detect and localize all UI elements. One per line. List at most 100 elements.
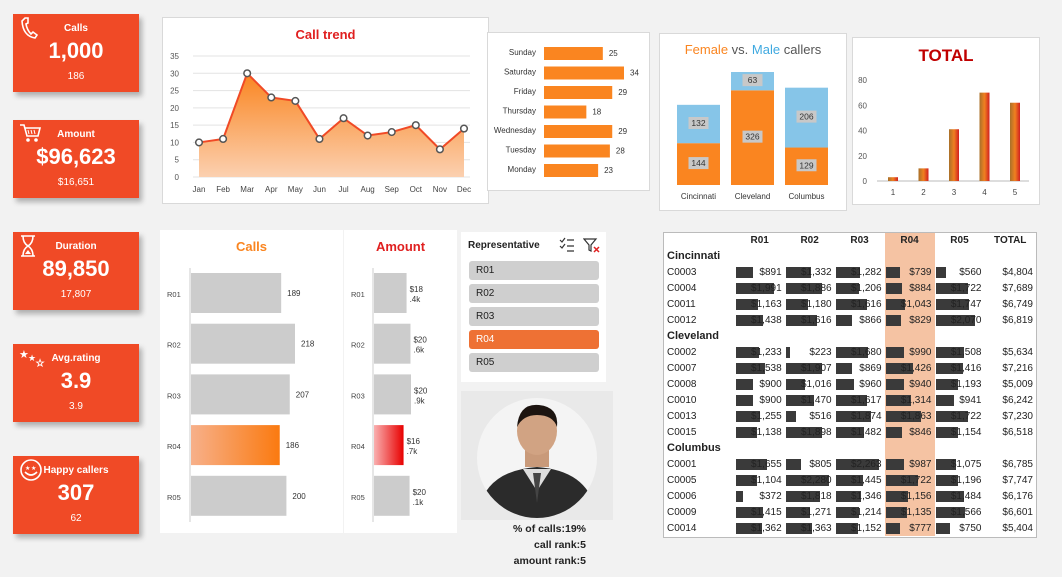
data-bar xyxy=(735,427,758,438)
x-tick-label: May xyxy=(288,185,303,194)
trend-point xyxy=(411,121,420,130)
rep-label: R05 xyxy=(351,493,365,502)
matrix-empty-cell xyxy=(785,440,835,456)
matrix-value-text: $1,233 xyxy=(751,346,782,358)
matrix-value-text: $1,907 xyxy=(801,362,832,374)
data-bar xyxy=(935,363,963,374)
gender-chart: 144 132 Cincinnati 326 63 Cleveland 129 206 Colu… xyxy=(677,72,828,201)
trend-point xyxy=(363,131,372,140)
weekday-bar xyxy=(544,144,610,158)
data-bar xyxy=(935,347,965,358)
matrix-value-text: $1,616 xyxy=(850,298,882,310)
kpi-value: 3.9 xyxy=(60,368,92,393)
label-box xyxy=(796,159,817,172)
calls-value: 207 xyxy=(296,390,310,399)
matrix-value-text: $1,616 xyxy=(801,314,832,326)
matrix-group-row: Cincinnati xyxy=(664,248,1036,264)
matrix-value-cell: $1,655 xyxy=(735,456,785,472)
rep-label: R02 xyxy=(351,341,365,350)
amount-value: .4k xyxy=(410,295,422,304)
matrix-value-cell: $1,538 xyxy=(735,360,785,376)
matrix-value-text: $1,138 xyxy=(751,426,782,438)
slicer-item-r05[interactable]: R05 xyxy=(469,353,599,372)
matrix-value-cell: $1,426 xyxy=(884,360,935,376)
matrix-total-cell: $6,785 xyxy=(1002,458,1033,470)
rep-label: R05 xyxy=(167,493,181,502)
matrix-value-cell: $1,445 xyxy=(835,472,885,488)
table-row: C0010 $900 $1,470 $1,617 $1,314 $941 $6,242 xyxy=(664,392,1036,408)
matrix-value-cell: $1,104 xyxy=(735,472,785,488)
matrix-value-text: $1,863 xyxy=(900,410,932,422)
representative-slicer: Representative R01 R02 R03 R04 R05 xyxy=(461,232,606,382)
slicer-item-r04[interactable]: R04 xyxy=(469,330,599,349)
matrix-total-cell: $6,819 xyxy=(1002,314,1033,326)
matrix-value-text: $1,484 xyxy=(950,490,982,502)
matrix-value-text: $2,280 xyxy=(801,474,832,486)
clear-filter-icon[interactable] xyxy=(583,237,600,253)
matrix-total-cell: $6,518 xyxy=(1002,426,1033,438)
slicer-title: Representative xyxy=(468,240,540,251)
matrix-total-cell: $7,216 xyxy=(1002,362,1033,374)
svg-text:★: ★ xyxy=(31,465,36,472)
matrix-value-text: $1,214 xyxy=(850,506,882,518)
matrix-value-cell: $960 xyxy=(835,376,885,392)
male-value: 206 xyxy=(799,112,813,122)
total-panel: TOTAL 0 20 40 60 80 1 2 3 4 5 xyxy=(852,37,1040,205)
calls-bar xyxy=(191,273,282,313)
label-box xyxy=(688,116,709,129)
calls-rep-chart: R01 189 R02 218 R03 207 R04 186 R05 200 xyxy=(167,268,315,522)
matrix-value-cell: $1,616 xyxy=(785,312,835,328)
matrix-value-text: $2,070 xyxy=(950,314,982,326)
matrix-value-cell: $1,482 xyxy=(835,424,885,440)
matrix-value-text: $987 xyxy=(909,458,932,470)
data-bar xyxy=(935,507,966,518)
x-tick-label: Dec xyxy=(457,185,471,194)
matrix-empty-cell xyxy=(984,328,1036,344)
amount-value: .7k xyxy=(407,447,419,456)
calls-rep-title: Calls xyxy=(235,239,268,254)
data-bar xyxy=(735,411,760,422)
data-bar xyxy=(835,411,872,422)
slicer-item-r03[interactable]: R03 xyxy=(469,307,599,326)
gender-title: Female vs. Male callers xyxy=(660,42,846,57)
rep-label: R02 xyxy=(167,341,181,350)
kpi-value: $96,623 xyxy=(36,144,116,169)
matrix-value-cell: $1,722 xyxy=(935,408,985,424)
smiley-icon: ★ ★ xyxy=(20,459,42,481)
trend-line xyxy=(198,71,465,151)
x-tick-label: Sep xyxy=(385,185,400,194)
y-tick-label: 25 xyxy=(170,87,179,96)
matrix-value-cell: $223 xyxy=(785,344,835,360)
kpi-happy: ★ ★ Happy callers 307 62 xyxy=(13,456,139,534)
slicer-item-r01[interactable]: R01 xyxy=(469,261,599,280)
matrix-value-cell: $1,722 xyxy=(935,280,985,296)
matrix-value-cell: $560 xyxy=(935,264,985,280)
data-bar xyxy=(885,475,919,486)
matrix-empty-cell xyxy=(884,440,935,456)
male-value: 63 xyxy=(748,75,758,85)
slicer-item-r02[interactable]: R02 xyxy=(469,284,599,303)
weekday-value: 34 xyxy=(630,69,639,78)
call-trend-chart: 0 5 10 15 20 25 30 35 Jan Feb Mar Apr May Jun Jul Aug Se… xyxy=(170,52,471,194)
data-bar xyxy=(735,363,766,374)
matrix-value-text: $1,818 xyxy=(801,490,832,502)
svg-text:★: ★ xyxy=(25,465,30,472)
matrix-value-cell: $990 xyxy=(884,344,935,360)
amount-bar xyxy=(374,475,410,516)
multi-select-icon[interactable] xyxy=(559,237,575,253)
matrix-total-cell: $6,176 xyxy=(1002,490,1033,502)
matrix-total-cell: $5,009 xyxy=(1002,378,1033,390)
matrix-group-label: Cleveland xyxy=(667,330,719,342)
matrix-value-cell: $777 xyxy=(884,520,935,536)
male-value: 132 xyxy=(691,118,705,128)
matrix-value-text: $1,566 xyxy=(950,506,982,518)
amount-matrix: R01 R02 R03 R04 R05 TOTAL Cincinnati C0003 $891 $… xyxy=(663,232,1037,538)
data-bar xyxy=(835,475,864,486)
matrix-value-cell: $1,156 xyxy=(884,488,935,504)
data-bar xyxy=(785,267,812,278)
matrix-header-cell: R01 xyxy=(750,235,769,246)
weekday-bar xyxy=(544,86,613,99)
weekday-bar xyxy=(544,66,624,80)
data-bar xyxy=(885,491,908,502)
kpi-sub: 17,807 xyxy=(60,289,92,300)
